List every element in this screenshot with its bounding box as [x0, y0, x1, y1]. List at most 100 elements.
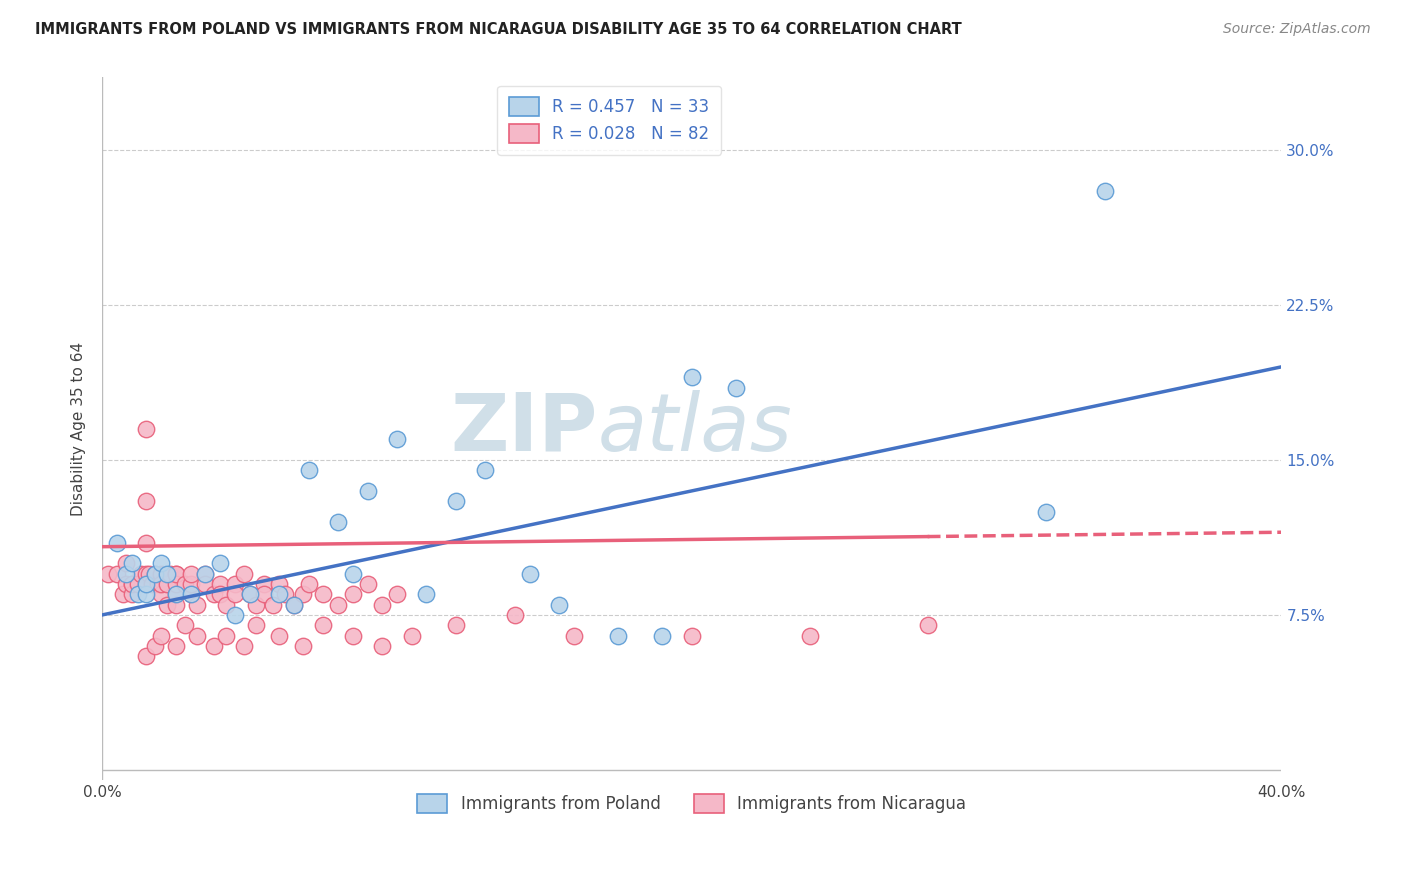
- Point: [135, 422, 157, 436]
- Point: [232, 566, 254, 581]
- Point: [165, 566, 187, 581]
- Point: [342, 566, 364, 581]
- Point: [127, 587, 149, 601]
- Point: [180, 577, 202, 591]
- Point: [141, 577, 163, 591]
- Point: [165, 587, 187, 601]
- Point: [150, 587, 173, 601]
- Point: [274, 587, 297, 601]
- Point: [150, 566, 173, 581]
- Legend: Immigrants from Poland, Immigrants from Nicaragua: Immigrants from Poland, Immigrants from …: [406, 782, 979, 825]
- Point: [401, 629, 423, 643]
- Point: [267, 629, 290, 643]
- Point: [1094, 184, 1116, 198]
- Text: atlas: atlas: [598, 390, 792, 468]
- Point: [138, 566, 160, 581]
- Point: [180, 566, 202, 581]
- Point: [239, 587, 262, 601]
- Text: Source: ZipAtlas.com: Source: ZipAtlas.com: [1223, 22, 1371, 37]
- Point: [291, 639, 314, 653]
- Point: [148, 577, 170, 591]
- Point: [267, 587, 290, 601]
- Point: [291, 587, 314, 601]
- Point: [503, 607, 526, 622]
- Point: [356, 577, 378, 591]
- Point: [224, 577, 246, 591]
- Point: [681, 370, 703, 384]
- Point: [607, 629, 630, 643]
- Point: [173, 577, 195, 591]
- Point: [121, 587, 143, 601]
- Point: [224, 607, 246, 622]
- Point: [651, 629, 673, 643]
- Point: [156, 566, 179, 581]
- Point: [111, 587, 134, 601]
- Point: [194, 566, 217, 581]
- Y-axis label: Disability Age 35 to 64: Disability Age 35 to 64: [72, 342, 86, 516]
- Point: [143, 566, 166, 581]
- Point: [135, 535, 157, 549]
- Point: [165, 587, 187, 601]
- Point: [165, 566, 187, 581]
- Point: [165, 577, 187, 591]
- Point: [548, 598, 571, 612]
- Point: [1035, 504, 1057, 518]
- Point: [135, 577, 157, 591]
- Point: [917, 618, 939, 632]
- Point: [159, 566, 181, 581]
- Point: [180, 587, 202, 601]
- Point: [245, 618, 267, 632]
- Point: [799, 629, 821, 643]
- Text: ZIP: ZIP: [450, 390, 598, 468]
- Point: [105, 535, 128, 549]
- Point: [135, 566, 157, 581]
- Point: [143, 566, 166, 581]
- Point: [209, 556, 232, 570]
- Point: [283, 598, 305, 612]
- Point: [232, 639, 254, 653]
- Point: [245, 598, 267, 612]
- Point: [150, 577, 173, 591]
- Point: [444, 494, 467, 508]
- Point: [562, 629, 585, 643]
- Point: [283, 598, 305, 612]
- Point: [105, 566, 128, 581]
- Point: [97, 566, 120, 581]
- Point: [135, 587, 157, 601]
- Point: [186, 629, 208, 643]
- Point: [209, 577, 232, 591]
- Point: [267, 577, 290, 591]
- Point: [150, 629, 173, 643]
- Point: [326, 598, 349, 612]
- Point: [202, 639, 225, 653]
- Point: [165, 639, 187, 653]
- Point: [297, 577, 319, 591]
- Text: IMMIGRANTS FROM POLAND VS IMMIGRANTS FROM NICARAGUA DISABILITY AGE 35 TO 64 CORR: IMMIGRANTS FROM POLAND VS IMMIGRANTS FRO…: [35, 22, 962, 37]
- Point: [474, 463, 496, 477]
- Point: [262, 598, 284, 612]
- Point: [156, 598, 179, 612]
- Point: [202, 587, 225, 601]
- Point: [156, 577, 179, 591]
- Point: [114, 577, 136, 591]
- Point: [143, 639, 166, 653]
- Point: [194, 566, 217, 581]
- Point: [209, 587, 232, 601]
- Point: [165, 598, 187, 612]
- Point: [135, 649, 157, 664]
- Point: [371, 639, 394, 653]
- Point: [724, 380, 747, 394]
- Point: [312, 618, 335, 632]
- Point: [356, 483, 378, 498]
- Point: [297, 463, 319, 477]
- Point: [385, 587, 408, 601]
- Point: [121, 577, 143, 591]
- Point: [371, 598, 394, 612]
- Point: [253, 577, 276, 591]
- Point: [173, 618, 195, 632]
- Point: [114, 566, 136, 581]
- Point: [519, 566, 541, 581]
- Point: [180, 587, 202, 601]
- Point: [215, 598, 238, 612]
- Point: [127, 577, 149, 591]
